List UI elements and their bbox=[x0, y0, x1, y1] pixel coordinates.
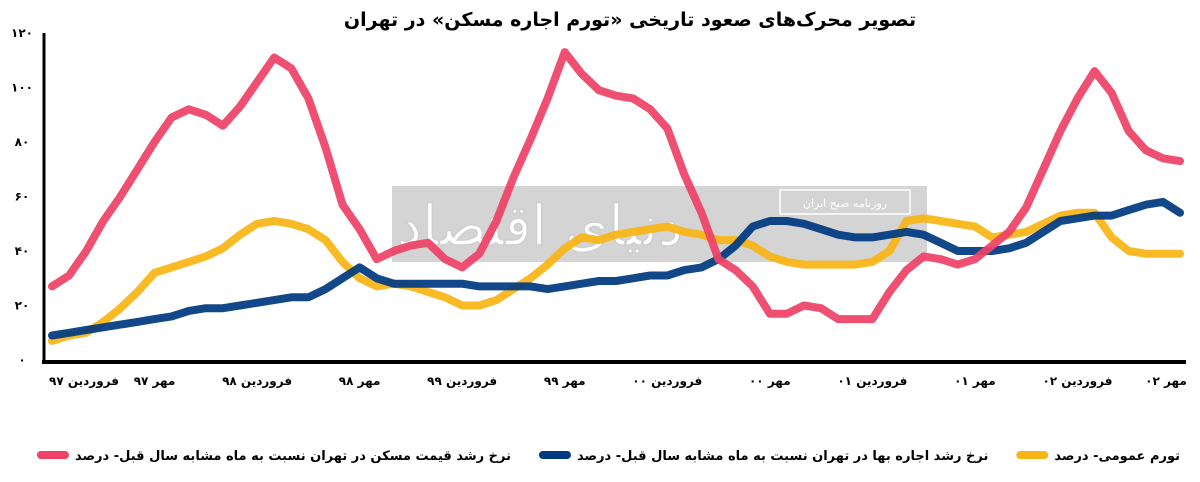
legend-swatch bbox=[36, 451, 69, 459]
watermark-tag-box bbox=[779, 189, 911, 215]
y-tick-label: ۰ bbox=[18, 353, 25, 367]
x-tick-label: فروردین ۹۹ bbox=[427, 374, 497, 389]
legend-swatch bbox=[538, 451, 571, 459]
x-tick-label: فروردین ۰۲ bbox=[1042, 374, 1112, 389]
legend-label: نرخ رشد قیمت مسکن در تهران نسبت به ماه م… bbox=[75, 449, 511, 464]
y-axis-ticks: ۰ ۲۰ ۴۰ ۶۰ ۸۰ ۱۰۰ ۱۲۰ bbox=[11, 26, 33, 367]
x-axis-ticks: فروردین ۹۷ مهر ۹۷ فروردین ۹۸ مهر ۹۸ فروردین … bbox=[49, 374, 1187, 389]
y-tick-label: ۶۰ bbox=[15, 190, 30, 204]
legend: تورم عمومی- درصد نرخ رشد اجاره بها در تهر… bbox=[36, 449, 1180, 464]
legend-label: تورم عمومی- درصد bbox=[1054, 449, 1180, 464]
series-line-2 bbox=[48, 208, 1184, 345]
y-tick-label: ۲۰ bbox=[15, 299, 30, 313]
y-tick-label: ۸۰ bbox=[15, 135, 30, 149]
legend-label: نرخ رشد اجاره بها در تهران نسبت به ماه م… bbox=[577, 449, 988, 464]
y-tick-label: ۱۲۰ bbox=[11, 26, 33, 40]
x-tick-label: فروردین ۰۱ bbox=[837, 374, 907, 389]
series-lines bbox=[48, 48, 1184, 345]
x-tick-label: مهر ۰۱ bbox=[954, 374, 996, 388]
x-tick-label: مهر ۰۲ bbox=[1145, 374, 1187, 388]
series-line-0 bbox=[48, 48, 1184, 324]
series-line-1 bbox=[48, 197, 1184, 340]
x-tick-label: مهر ۹۷ bbox=[134, 374, 176, 388]
x-tick-label: مهر ۹۹ bbox=[544, 374, 586, 388]
x-tick-label: مهر ۰۰ bbox=[749, 374, 791, 388]
y-tick-label: ۱۰۰ bbox=[11, 81, 33, 95]
x-tick-label: مهر ۹۸ bbox=[339, 374, 381, 388]
chart-title: تصویر محرک‌های صعود تاریخی «تورم اجاره م… bbox=[344, 9, 916, 31]
watermark-tag-text: روزنامه صبح ایران bbox=[803, 197, 887, 210]
x-tick-label: فروردین ۹۷ bbox=[49, 374, 119, 389]
watermark-logo-text: دنیای اقتصاد bbox=[397, 194, 683, 259]
y-tick-label: ۴۰ bbox=[15, 244, 30, 258]
x-tick-label: فروردین ۰۰ bbox=[632, 374, 702, 389]
legend-swatch bbox=[1016, 451, 1049, 459]
x-tick-label: فروردین ۹۸ bbox=[222, 374, 292, 389]
